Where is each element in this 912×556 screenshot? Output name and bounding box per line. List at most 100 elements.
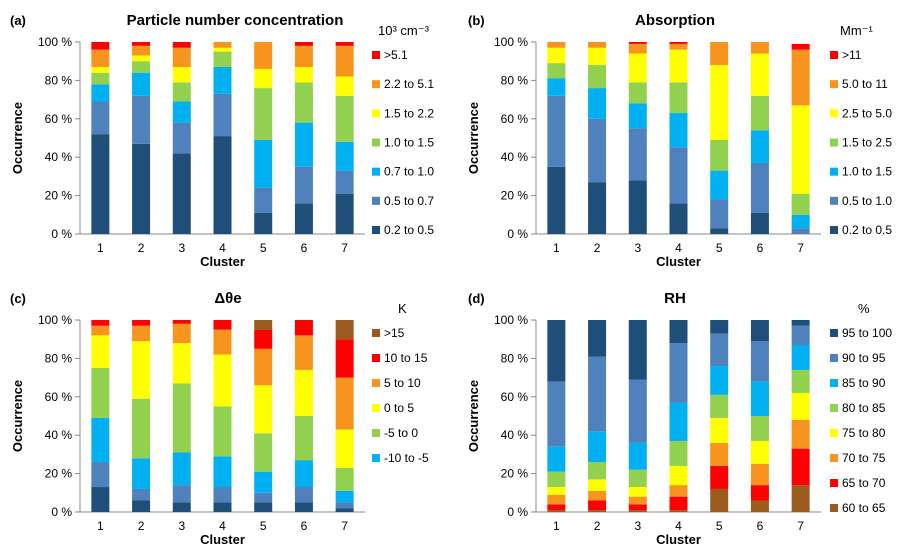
bar-segment-6 — [132, 325, 151, 342]
bar-segment-3 — [750, 130, 769, 163]
legend-label: 0.7 to 1.0 — [384, 165, 434, 179]
y-tick-label: 60 % — [501, 112, 529, 126]
bar-segment-2 — [669, 147, 688, 204]
panel-label: (a) — [10, 13, 26, 28]
bar-segment-2 — [91, 462, 110, 488]
bar-segment-6 — [172, 47, 191, 67]
bar-segment-5 — [710, 65, 729, 140]
bar-segment-7 — [132, 320, 151, 326]
y-tick-label: 0 % — [51, 227, 72, 241]
bar-segment-4 — [628, 487, 647, 497]
bar-segment-6 — [791, 49, 810, 106]
panel-label: (b) — [468, 13, 485, 28]
bar-segment-3 — [294, 460, 313, 488]
bar-segment-3 — [132, 72, 151, 96]
y-tick-label: 80 % — [45, 351, 73, 365]
bar-segment-8 — [254, 320, 273, 330]
bar-segment-2 — [547, 504, 566, 511]
legend-label: 2.5 to 5.0 — [842, 106, 892, 120]
x-tick-label: 4 — [675, 519, 682, 533]
bar-segment-2 — [750, 485, 769, 501]
legend-swatch — [372, 379, 380, 387]
bar-segment-7 — [213, 320, 232, 330]
bar-segment-3 — [710, 442, 729, 466]
bar-segment-4 — [791, 193, 810, 215]
bar-segment-8 — [335, 320, 354, 340]
bar-segment-2 — [132, 488, 151, 501]
bar-segment-1 — [547, 510, 566, 512]
bar-segment-3 — [172, 452, 191, 486]
bar-segment-5 — [628, 53, 647, 83]
x-tick-label: 3 — [634, 519, 641, 533]
legend-label: 5.0 to 11 — [842, 77, 888, 91]
legend-label: 60 to 65 — [842, 501, 886, 515]
bar-segment-1 — [213, 136, 232, 234]
bar-segment-2 — [294, 487, 313, 503]
bar-segment-5 — [588, 47, 607, 66]
bar-segment-7 — [710, 333, 729, 367]
bar-segment-4 — [91, 368, 110, 418]
bar-segment-4 — [254, 433, 273, 472]
bar-segment-4 — [172, 82, 191, 102]
bar-segment-3 — [254, 471, 273, 493]
x-tick-label: 5 — [716, 519, 723, 533]
bar-segment-2 — [628, 128, 647, 181]
bar-segment-3 — [254, 139, 273, 188]
legend-swatch — [830, 226, 838, 234]
y-tick-label: 0 % — [507, 505, 528, 519]
x-tick-label: 5 — [260, 241, 267, 255]
x-tick-label: 1 — [553, 519, 560, 533]
legend-swatch — [372, 329, 380, 337]
bar-segment-8 — [669, 320, 688, 344]
bar-segment-2 — [710, 199, 729, 229]
legend-swatch — [830, 454, 838, 462]
bar-segment-1 — [791, 485, 810, 512]
y-tick-label: 80 % — [45, 73, 73, 87]
bar-segment-4 — [335, 95, 354, 142]
bar-segment-6 — [791, 344, 810, 370]
bar-segment-2 — [254, 187, 273, 213]
bar-segment-2 — [588, 500, 607, 511]
bar-segment-4 — [547, 487, 566, 495]
bar-segment-3 — [294, 122, 313, 167]
y-tick-label: 0 % — [507, 227, 528, 241]
x-tick-label: 1 — [97, 519, 104, 533]
bar-segment-4 — [172, 383, 191, 453]
bar-segment-4 — [588, 65, 607, 89]
x-tick-label: 4 — [219, 519, 226, 533]
y-tick-label: 40 % — [501, 150, 529, 164]
bar-segment-7 — [547, 381, 566, 447]
legend-label: 0.5 to 0.7 — [384, 194, 434, 208]
y-tick-label: 20 % — [501, 467, 529, 481]
bar-segment-7 — [91, 320, 110, 326]
bar-segment-6 — [628, 442, 647, 470]
bar-segment-6 — [294, 45, 313, 67]
bar-segment-5 — [294, 66, 313, 83]
bar-segment-5 — [132, 55, 151, 62]
bar-segment-6 — [669, 402, 688, 441]
bar-segment-1 — [132, 500, 151, 512]
legend-swatch — [372, 354, 380, 362]
bar-segment-7 — [132, 42, 151, 46]
bar-segment-2 — [750, 162, 769, 213]
y-tick-label: 100 % — [494, 313, 528, 327]
bar-segment-6 — [750, 42, 769, 54]
bar-segment-3 — [335, 141, 354, 171]
bar-segment-5 — [791, 105, 810, 194]
legend-label: -10 to -5 — [384, 451, 429, 465]
bar-segment-1 — [335, 508, 354, 512]
x-tick-label: 2 — [138, 241, 145, 255]
y-tick-label: 20 % — [45, 467, 73, 481]
bar-segment-6 — [213, 329, 232, 355]
legend-swatch — [372, 454, 380, 462]
bar-segment-4 — [91, 72, 110, 85]
bar-segment-2 — [254, 492, 273, 503]
y-axis-label: Occurrence — [10, 102, 25, 174]
bar-segment-1 — [254, 212, 273, 234]
bar-segment-4 — [710, 417, 729, 443]
bar-segment-7 — [172, 42, 191, 48]
bar-segment-3 — [547, 494, 566, 505]
bar-segment-4 — [335, 467, 354, 491]
x-tick-label: 2 — [138, 519, 145, 533]
